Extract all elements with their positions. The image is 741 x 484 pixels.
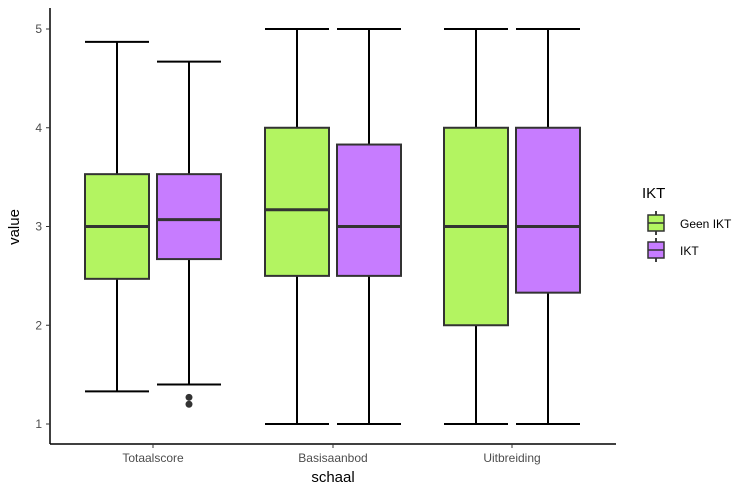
legend-label: IKT: [680, 244, 699, 258]
legend-item: IKT: [647, 238, 699, 262]
x-tick-label: Basisaanbod: [298, 451, 367, 465]
legend-label: Geen IKT: [680, 217, 732, 231]
legend-item: Geen IKT: [647, 211, 732, 235]
outlier-point: [185, 393, 193, 401]
box-group: [264, 28, 330, 425]
box-group: [336, 28, 402, 425]
legend-title: IKT: [642, 185, 665, 202]
x-tick-label: Totaalscore: [122, 451, 184, 465]
axes: 1 2 3 4 5 Totaalscore Basisaanbod Uitbreiding: [35, 8, 616, 465]
y-tick-label: 4: [35, 121, 42, 135]
box-group: [443, 28, 509, 425]
x-axis-title: schaal: [311, 469, 354, 484]
box-group: [84, 40, 150, 393]
box: [336, 143, 402, 277]
y-tick-label: 3: [35, 220, 42, 234]
y-tick-label: 5: [35, 22, 42, 36]
box-group: [156, 60, 222, 408]
y-axis-title: value: [6, 209, 23, 245]
box: [156, 173, 222, 261]
outlier-point: [185, 400, 193, 408]
plot-marks: [84, 28, 581, 425]
box-group: [515, 28, 581, 425]
y-tick-label: 1: [35, 417, 42, 431]
box: [515, 126, 581, 294]
box: [264, 126, 330, 277]
legend: IKT Geen IKT IKT: [642, 185, 732, 262]
y-tick-label: 2: [35, 318, 42, 332]
x-tick-label: Uitbreiding: [483, 451, 540, 465]
